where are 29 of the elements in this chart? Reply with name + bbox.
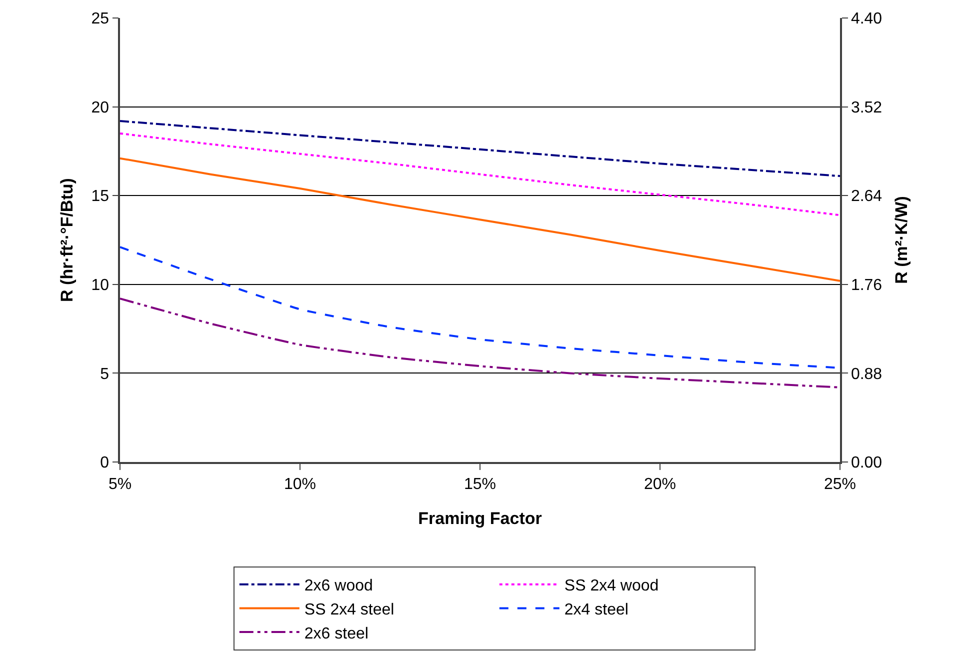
legend-label: SS 2x4 steel	[304, 601, 394, 618]
line-series	[120, 298, 840, 388]
legend-label: 2x6 wood	[304, 578, 373, 595]
line-series	[120, 132, 840, 216]
x-tick-label: 20%	[644, 476, 676, 493]
y-tick-label: 20	[91, 99, 110, 116]
y-tick-label: 10	[91, 277, 110, 294]
y-tick-label: 25	[91, 10, 110, 28]
legend-label: 2x6 steel	[304, 625, 368, 642]
y-tick-label: 0	[100, 454, 110, 472]
y2-tick-label: 1.76	[850, 277, 882, 294]
x-tick-label: 15%	[464, 476, 496, 493]
legend-label: 2x4 steel	[564, 601, 628, 618]
y2-tick-label: 0.88	[850, 366, 882, 383]
y-tick-label: 15	[91, 188, 110, 206]
y-tick-label: 5	[100, 366, 110, 383]
y2-tick-label: 4.40	[850, 10, 882, 28]
y2-axis-title: R (m²·K/W)	[892, 196, 912, 284]
y-axis-title: R (hr·ft²·°F/Btu)	[57, 178, 76, 302]
y2-tick-label: 3.52	[850, 99, 882, 116]
line-series	[120, 157, 840, 282]
y2-tick-label: 0.00	[850, 454, 882, 472]
y2-tick-label: 2.64	[850, 188, 882, 206]
x-tick-label: 25%	[824, 476, 856, 493]
legend-label: SS 2x4 wood	[564, 578, 659, 595]
line-series	[120, 120, 840, 178]
x-tick-label: 5%	[108, 476, 132, 493]
x-axis-title: Framing Factor	[418, 508, 542, 528]
x-tick-label: 10%	[284, 476, 316, 493]
